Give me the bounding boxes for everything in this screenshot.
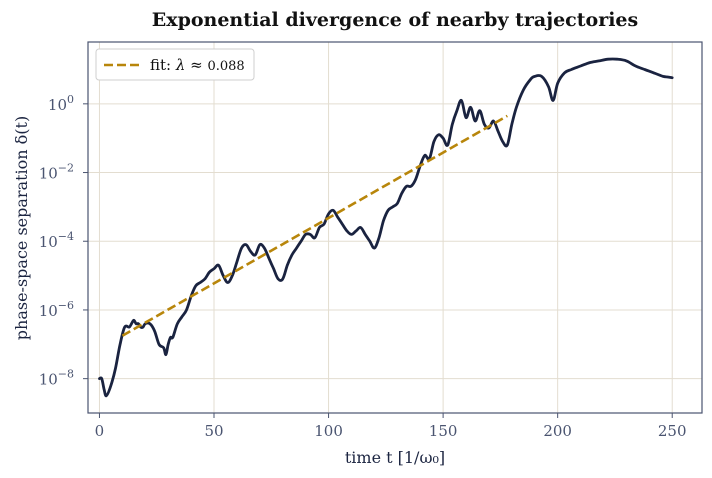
y-tick-base: 10 bbox=[39, 165, 58, 183]
y-tick-exponent: −6 bbox=[58, 299, 74, 312]
x-tick-label: 200 bbox=[543, 422, 572, 440]
y-tick-exponent: 0 bbox=[67, 93, 74, 106]
x-axis-ticks: 0 50 100 150 200 250 bbox=[95, 413, 687, 440]
y-tick-label: 100 bbox=[48, 93, 74, 114]
x-tick-label: 150 bbox=[429, 422, 458, 440]
x-tick-label: 50 bbox=[204, 422, 223, 440]
legend-fit-symbol: λ ≈ bbox=[175, 56, 208, 74]
grid-lines bbox=[88, 42, 702, 413]
y-tick-base: 10 bbox=[39, 302, 58, 320]
separation-line bbox=[98, 57, 674, 398]
y-tick-exponent: −8 bbox=[58, 368, 74, 381]
y-axis-label: phase-space separation δ(t) bbox=[12, 116, 31, 340]
y-tick-base: 10 bbox=[48, 96, 67, 114]
legend-fit-label: fit: λ ≈ 0.088 bbox=[150, 56, 245, 74]
legend-fit-prefix: fit: bbox=[150, 56, 176, 74]
legend-fit-value: 0.088 bbox=[207, 59, 244, 74]
chart-title: Exponential divergence of nearby traject… bbox=[152, 9, 638, 31]
y-tick-label: 10−6 bbox=[39, 299, 74, 320]
y-tick-label: 10−2 bbox=[39, 162, 74, 183]
y-tick-label: 10−4 bbox=[39, 230, 74, 251]
x-tick-label: 0 bbox=[95, 422, 105, 440]
y-tick-base: 10 bbox=[39, 233, 58, 251]
plot-frame bbox=[87, 41, 703, 414]
x-axis-label: time t [1/ω₀] bbox=[345, 448, 445, 467]
y-tick-exponent: −4 bbox=[58, 230, 74, 243]
legend-box bbox=[95, 48, 255, 81]
y-tick-label: 10−8 bbox=[39, 368, 74, 389]
x-tick-label: 100 bbox=[314, 422, 343, 440]
x-tick-label: 250 bbox=[658, 422, 687, 440]
legend: fit: λ ≈ 0.088 bbox=[95, 48, 255, 81]
y-tick-exponent: −2 bbox=[58, 162, 74, 175]
fit-line bbox=[121, 114, 508, 337]
y-tick-base: 10 bbox=[39, 371, 58, 389]
series-lines bbox=[98, 57, 674, 398]
